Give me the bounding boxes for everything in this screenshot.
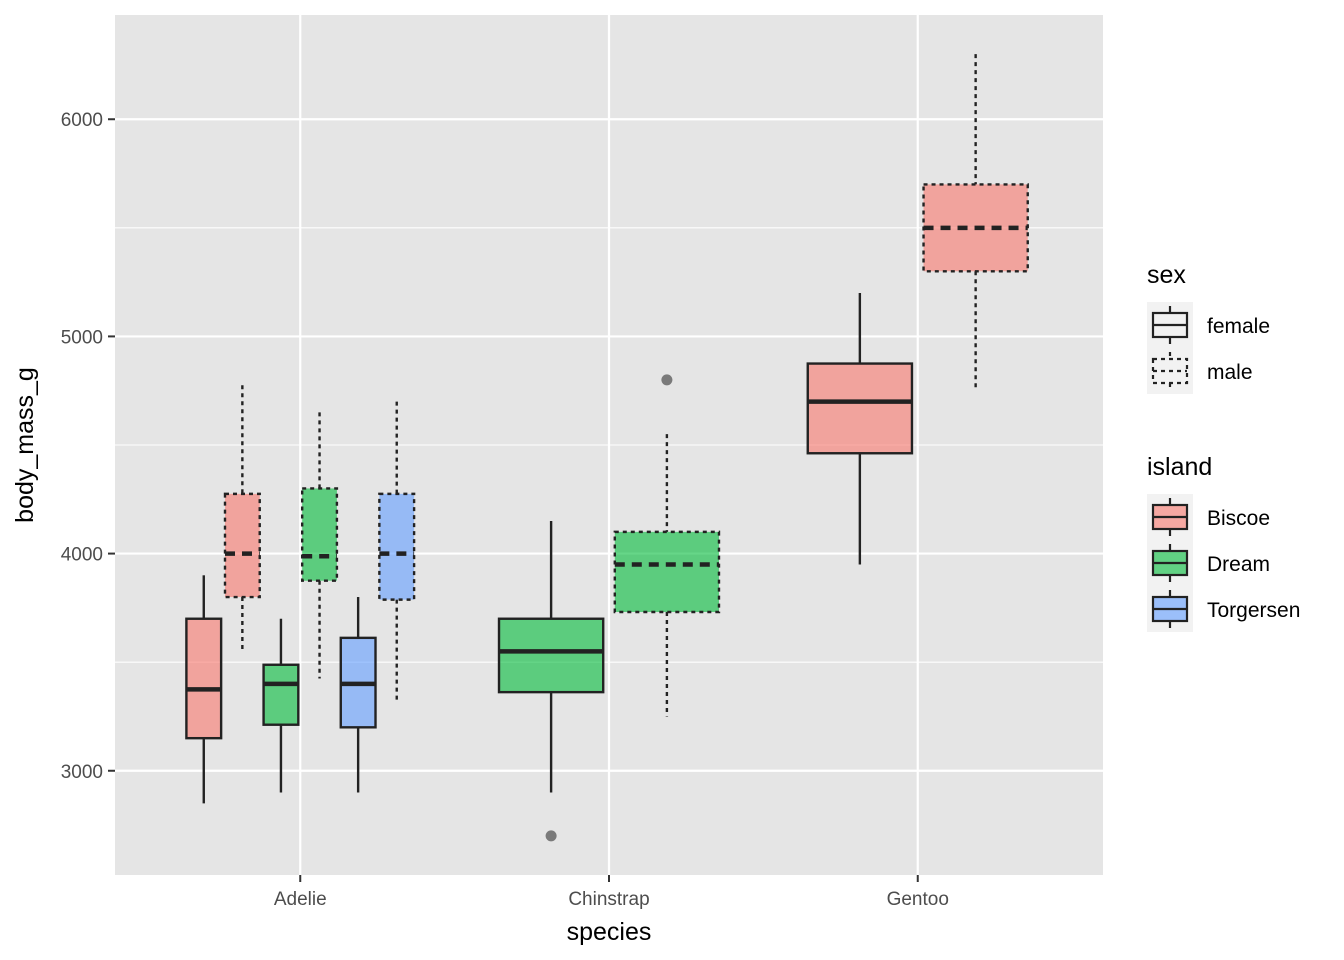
major-gridlines [115,15,1103,875]
box-layer [185,54,1029,842]
y-tick-label: 3000 [61,762,103,783]
box-iqr [497,617,605,694]
box-gentoo-biscoe-female [806,292,914,565]
y-tick-label: 6000 [61,110,103,131]
legend-title-island: island [1147,453,1212,481]
outlier-point [545,830,557,842]
box-iqr [806,362,914,455]
legend-key-torgersen [1147,586,1193,632]
box-iqr [185,617,223,740]
legend-key-dream [1147,540,1193,586]
box-adelie-biscoe-male [223,385,261,652]
outlier-point [661,374,673,386]
x-tick-label: Gentoo [887,889,949,910]
box-adelie-dream-male [300,412,339,679]
y-tick-label: 4000 [61,545,103,566]
box-iqr [378,492,416,601]
box-adelie-dream-female [262,618,300,793]
legend-label-biscoe: Biscoe [1207,507,1270,530]
legend-sex: sex female male [1147,261,1270,394]
y-axis: 3000 4000 5000 6000 [61,110,115,783]
x-tick-label: Adelie [274,889,327,910]
box-iqr [262,663,300,726]
box-gentoo-biscoe-male [922,54,1029,391]
x-tick-label: Chinstrap [568,889,649,910]
legend-island: island Biscoe Dream Torgersen [1147,453,1300,632]
x-axis: Adelie Chinstrap Gentoo [274,875,949,910]
box-iqr [300,487,339,582]
legend-label-torgersen: Torgersen [1207,599,1300,622]
box-iqr [223,492,261,599]
legend-key-female [1147,302,1193,348]
y-axis-title: body_mass_g [11,367,39,523]
legend-label-dream: Dream [1207,553,1270,576]
legend-label-male: male [1207,361,1253,384]
legend-title-sex: sex [1147,261,1186,289]
box-chinstrap-dream-male [613,374,721,717]
legend-key-male [1147,348,1193,394]
legend-label-female: female [1207,315,1270,338]
box-chinstrap-dream-female [497,521,605,842]
box-iqr [613,530,721,614]
legend-key-biscoe [1147,494,1193,540]
box-adelie-torgersen-male [378,401,416,701]
x-axis-title: species [567,918,652,946]
box-adelie-biscoe-female [185,575,223,804]
y-tick-label: 5000 [61,327,103,348]
box-adelie-torgersen-female [339,597,377,793]
